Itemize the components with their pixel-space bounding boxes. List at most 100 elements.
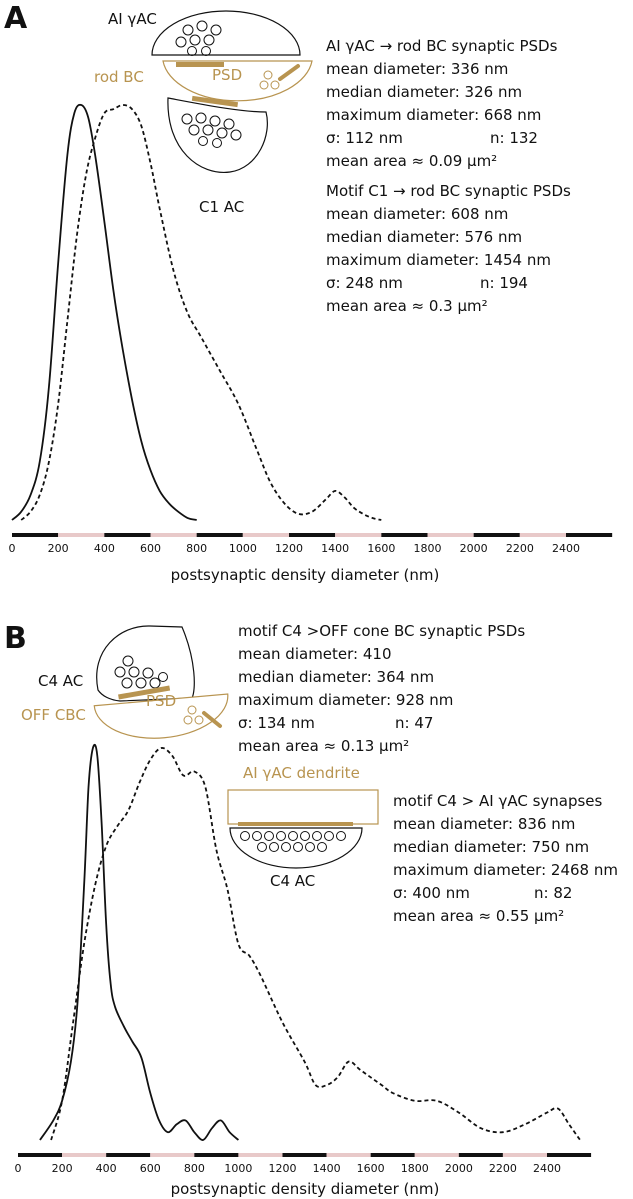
chart-a-tick-label: 400 <box>94 542 115 555</box>
chart-a-series-solid <box>11 103 197 521</box>
schematic-a-psd-bottom <box>191 95 239 108</box>
chart-b-xlabel: postsynaptic density diameter (nm) <box>171 1180 440 1198</box>
panel-b: B C4 AC PSD OFF CBC AI γAC dendrite <box>4 621 618 1198</box>
stats-b-1-max: maximum diameter: 928 nm <box>238 691 453 709</box>
schematic-b-top-cell-label: C4 AC <box>38 672 83 690</box>
stats-b-2-mean: mean diameter: 836 nm <box>393 815 575 833</box>
chart-b-tick-label: 0 <box>15 1162 22 1175</box>
chart-a-tick-label: 1400 <box>321 542 349 555</box>
chart-b-tick-label: 200 <box>52 1162 73 1175</box>
schematic-b-vesicles-bottom <box>240 831 346 852</box>
schematic-a-top-cell-shape <box>151 10 301 56</box>
schematic-b-middle-cell-shape <box>93 693 229 739</box>
schematic-a-middle-cell-shape <box>162 60 313 102</box>
schematic-a-vesicles-bottom <box>181 112 242 148</box>
panel-letter-a: A <box>4 1 28 36</box>
panel-letter-b: B <box>4 621 27 656</box>
chart-a-tick-label: 2000 <box>460 542 488 555</box>
stats-a-1: AI γAC → rod BC synaptic PSDs mean diame… <box>326 37 558 170</box>
chart-a-tick-label: 200 <box>48 542 69 555</box>
chart-a-tick-label: 800 <box>186 542 207 555</box>
chart-a-series-dashed <box>20 104 382 521</box>
stats-b-1: motif C4 >OFF cone BC synaptic PSDs mean… <box>238 622 525 755</box>
schematic-b-dendrite-label: AI γAC dendrite <box>243 764 360 782</box>
stats-a-2: Motif C1 → rod BC synaptic PSDs mean dia… <box>326 182 571 315</box>
stats-b-1-area: mean area ≈ 0.13 µm² <box>238 737 409 755</box>
chart-b-tick-label: 600 <box>140 1162 161 1175</box>
schematic-b-vesicles-cbc <box>183 705 204 725</box>
schematic-b-vesicles-top <box>114 655 168 689</box>
stats-b-2-sigma: σ: 400 nm <box>393 884 470 902</box>
chart-b-tick-label: 1000 <box>224 1162 252 1175</box>
schematic-a-psd-label: PSD <box>212 66 242 84</box>
stats-b-2-area: mean area ≈ 0.55 µm² <box>393 907 564 925</box>
schematic-b-bottom-cell-shape <box>229 827 363 869</box>
stats-a-1-mean: mean diameter: 336 nm <box>326 60 508 78</box>
chart-b-tick-label: 1200 <box>269 1162 297 1175</box>
schematic-a: AI γAC rod BC PSD C1 AC <box>94 10 313 216</box>
stats-b-1-sigma: σ: 134 nm <box>238 714 315 732</box>
chart-b-tick-label: 400 <box>96 1162 117 1175</box>
stats-a-1-area: mean area ≈ 0.09 µm² <box>326 152 497 170</box>
schematic-b-psd-label: PSD <box>146 692 176 710</box>
chart-a-tick-label: 2200 <box>506 542 534 555</box>
panel-a: A AI γAC rod BC PSD <box>4 1 613 584</box>
schematic-b-dendrite-psd <box>238 822 353 826</box>
schematic-b-psd <box>118 685 171 700</box>
chart-a-tick-label: 0 <box>9 542 16 555</box>
schematic-b-top-cell-shape <box>96 625 195 702</box>
stats-a-1-max: maximum diameter: 668 nm <box>326 106 541 124</box>
stats-a-2-median: median diameter: 576 nm <box>326 228 522 246</box>
stats-a-1-median: median diameter: 326 nm <box>326 83 522 101</box>
schematic-a-vesicles-bc <box>259 70 280 90</box>
stats-a-2-title: Motif C1 → rod BC synaptic PSDs <box>326 182 571 200</box>
schematic-b-ribbon <box>202 711 222 728</box>
schematic-a-vesicles-top <box>175 20 222 56</box>
chart-a: 0 200 400 600 800 1000 1200 1400 1600 1800 2000 220… <box>9 103 613 555</box>
stats-b-1-title: motif C4 >OFF cone BC synaptic PSDs <box>238 622 525 640</box>
chart-a-tick-label: 600 <box>140 542 161 555</box>
stats-b-2-max: maximum diameter: 2468 nm <box>393 861 618 879</box>
schematic-a-middle-cell-label: rod BC <box>94 68 144 86</box>
schematic-b: C4 AC PSD OFF CBC <box>21 625 229 739</box>
chart-b-tick-label: 2200 <box>489 1162 517 1175</box>
stats-a-1-title: AI γAC → rod BC synaptic PSDs <box>326 37 558 55</box>
chart-b-tick-label: 2400 <box>533 1162 561 1175</box>
chart-b: 0 200 400 600 800 1000 1200 1400 1600 1800 2000 220… <box>15 743 592 1175</box>
chart-a-tick-label: 1200 <box>275 542 303 555</box>
chart-b-series-dashed <box>50 747 581 1141</box>
stats-b-1-mean: mean diameter: 410 <box>238 645 392 663</box>
chart-b-tick-label: 2000 <box>445 1162 473 1175</box>
stats-a-2-mean: mean diameter: 608 nm <box>326 205 508 223</box>
stats-a-1-n: n: 132 <box>490 129 538 147</box>
stats-b-2-title: motif C4 > AI γAC synapses <box>393 792 603 810</box>
stats-b-1-median: median diameter: 364 nm <box>238 668 434 686</box>
schematic-b-dendrite: AI γAC dendrite C4 AC <box>227 764 379 890</box>
stats-a-2-max: maximum diameter: 1454 nm <box>326 251 551 269</box>
stats-b-2-median: median diameter: 750 nm <box>393 838 589 856</box>
chart-a-tick-label: 1600 <box>367 542 395 555</box>
schematic-b-dendrite-shape <box>227 789 379 825</box>
stats-b-2-n: n: 82 <box>534 884 572 902</box>
schematic-a-ribbon <box>278 64 300 81</box>
schematic-a-psd-top <box>176 62 224 67</box>
schematic-b-middle-cell-label: OFF CBC <box>21 706 86 724</box>
stats-a-2-n: n: 194 <box>480 274 528 292</box>
chart-a-tick-label: 2400 <box>552 542 580 555</box>
schematic-b-bottom-cell-label: C4 AC <box>270 872 315 890</box>
chart-a-tick-label: 1800 <box>414 542 442 555</box>
chart-b-tick-label: 800 <box>184 1162 205 1175</box>
stats-b-1-n: n: 47 <box>395 714 433 732</box>
chart-a-xlabel: postsynaptic density diameter (nm) <box>171 566 440 584</box>
stats-a-1-sigma: σ: 112 nm <box>326 129 403 147</box>
schematic-a-bottom-cell-label: C1 AC <box>199 198 244 216</box>
chart-b-tick-label: 1800 <box>401 1162 429 1175</box>
chart-b-tick-label: 1600 <box>357 1162 385 1175</box>
schematic-a-top-cell-label: AI γAC <box>108 10 157 28</box>
stats-b-2: motif C4 > AI γAC synapses mean diameter… <box>393 792 618 925</box>
stats-a-2-sigma: σ: 248 nm <box>326 274 403 292</box>
stats-a-2-area: mean area ≈ 0.3 µm² <box>326 297 488 315</box>
chart-a-tick-label: 1000 <box>229 542 257 555</box>
chart-b-tick-label: 1400 <box>313 1162 341 1175</box>
